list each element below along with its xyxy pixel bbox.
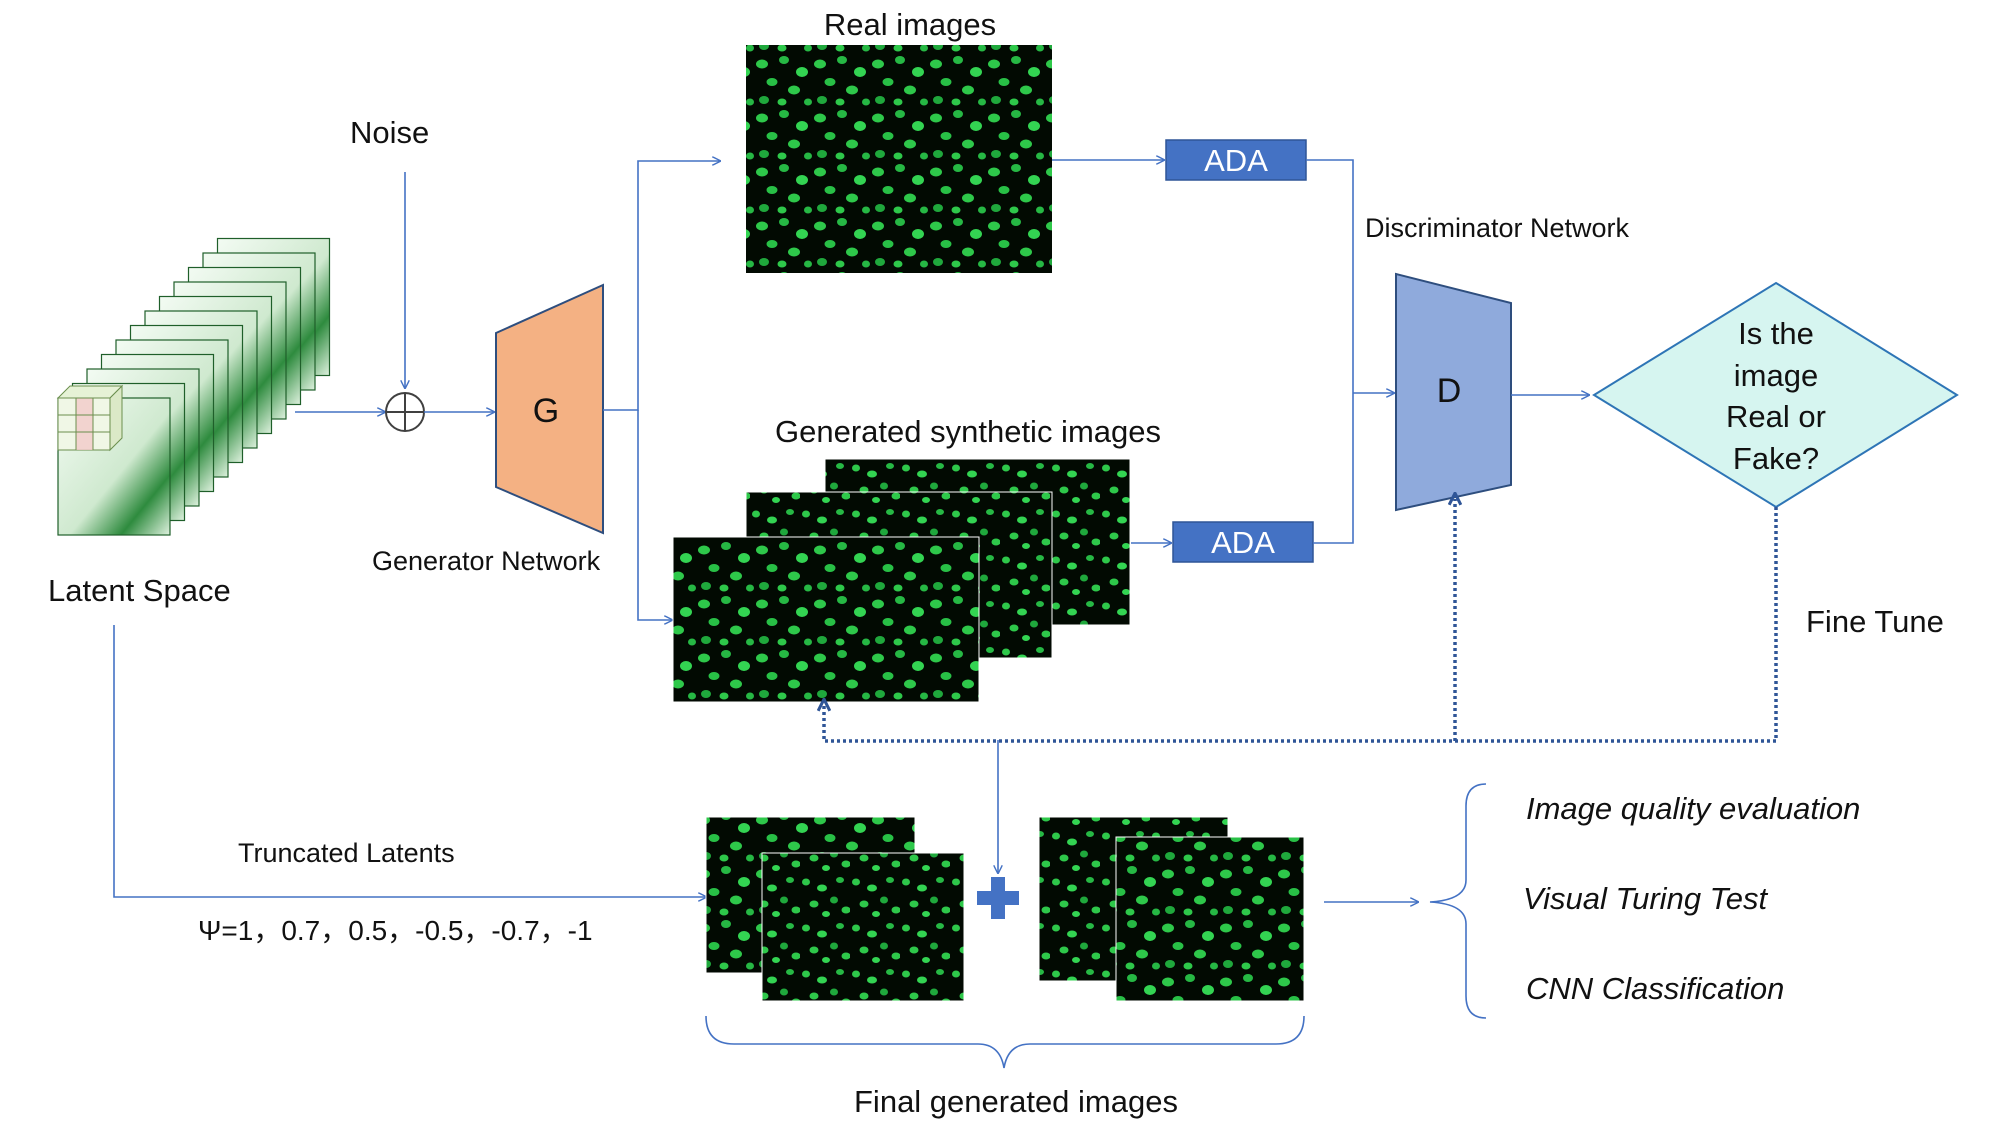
psi-values-label: Ψ=1，0.7，0.5，-0.5，-0.7，-1 (198, 915, 593, 946)
ada-bottom-label: ADA (1211, 525, 1275, 560)
noise-label: Noise (350, 115, 429, 150)
discriminator-network-label: Discriminator Network (1365, 213, 1630, 243)
final-images-left (705, 816, 965, 1002)
truncated-latents-label: Truncated Latents (238, 838, 455, 868)
decision-line-1: Is the (1738, 316, 1814, 351)
generator-block (495, 283, 604, 535)
generator-network-label: Generator Network (372, 546, 601, 576)
decision-line-2: image (1734, 358, 1818, 393)
latent-space-stack (57, 237, 331, 536)
evaluation-item-1: Image quality evaluation (1526, 791, 1860, 826)
generator-to-real-arrow (603, 161, 720, 411)
fine-tune-label: Fine Tune (1806, 604, 1944, 639)
evaluation-item-3: CNN Classification (1526, 971, 1784, 1006)
generator-to-synthetic-arrow (637, 410, 672, 620)
truncated-latents-arrow (113, 625, 706, 897)
plus-icon (977, 877, 1019, 919)
latent-space-label: Latent Space (48, 573, 231, 608)
decision-line-3: Real or (1726, 399, 1826, 434)
discriminator-symbol: D (1437, 372, 1462, 410)
generated-images-stack (672, 458, 1131, 703)
real-images-panel (746, 45, 1052, 273)
evaluation-item-2: Visual Turing Test (1523, 881, 1768, 916)
ada-top-block (1165, 139, 1307, 181)
final-images-right (1038, 816, 1305, 1002)
discriminator-block (1395, 272, 1512, 512)
final-generated-label: Final generated images (854, 1084, 1178, 1119)
evaluation-brace (1429, 783, 1487, 1019)
latent-cube-icon (56, 384, 124, 452)
generated-images-label: Generated synthetic images (775, 414, 1161, 449)
decision-line-4: Fake? (1733, 441, 1819, 476)
circle-plus-icon (385, 392, 425, 432)
ada-bottom-block (1172, 521, 1314, 563)
ada-top-to-d-line (1306, 159, 1354, 544)
final-images-brace (705, 1015, 1305, 1069)
fine-tune-feedback-line (824, 507, 1778, 743)
real-images-label: Real images (824, 7, 996, 42)
ada-top-label: ADA (1204, 143, 1268, 178)
generator-symbol: G (533, 392, 559, 430)
